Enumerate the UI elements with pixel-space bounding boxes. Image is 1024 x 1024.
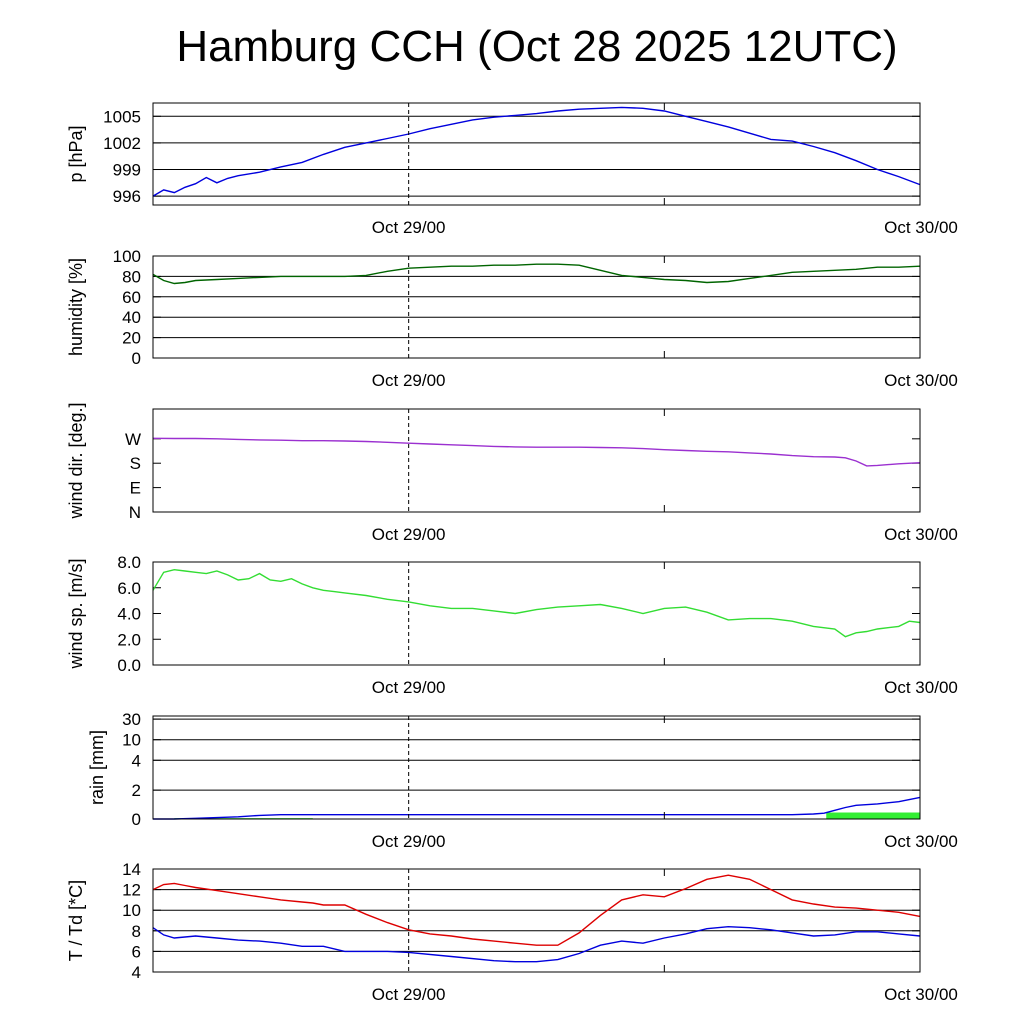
x-tick-label: Oct 29/00 [372,218,446,237]
series-line-0 [153,796,921,820]
series-line-0 [152,568,921,638]
y-tick-label: 20 [122,329,141,348]
x-tick-label: Oct 29/00 [372,371,446,390]
y-tick-label: 0 [132,349,141,368]
y-tick-label: 12 [122,881,141,900]
y-tick-label: 10 [122,731,141,750]
y-tick-label: 4.0 [117,605,141,624]
plot-frame [152,255,921,359]
y-tick-label: 8 [132,922,141,941]
x-tick-label: Oct 30/00 [884,371,958,390]
y-tick-label: 1002 [103,134,141,153]
series-line-0 [152,263,921,285]
page-title: Hamburg CCH (Oct 28 2025 12UTC) [176,22,898,71]
y-tick-label: W [125,430,141,449]
panel-rain: 0 2 410 30 rain [mm] Oct 29/00 Oct 30/00 [87,710,958,851]
y-axis-label: T / Td [*C] [66,880,86,961]
y-tick-label: 2 [132,781,141,800]
y-tick-label: 40 [122,308,141,327]
x-tick-label: Oct 30/00 [884,985,958,1004]
y-tick-label: 8.0 [117,553,141,572]
plot-frame [152,408,921,513]
plot-frame [152,102,921,206]
x-tick-label: Oct 30/00 [884,678,958,697]
y-tick-label: 0.0 [117,656,141,675]
plot-frame [152,561,921,666]
panel-wind_speed: 0.0 2.0 4.0 6.0 8.0 wind sp. [m/s] Oct 29/00 Oc… [66,553,958,697]
series-line-0 [152,437,921,467]
y-axis-label: wind sp. [m/s] [66,558,86,669]
y-tick-label: 10 [122,901,141,920]
series-line-0 [152,106,921,197]
y-tick-label: E [130,479,141,498]
y-axis-label: wind dir. [deg.] [66,402,86,519]
series-line-1 [152,925,921,963]
x-tick-label: Oct 30/00 [884,525,958,544]
y-axis-label: humidity [%] [66,258,86,356]
y-tick-label: 1005 [103,107,141,126]
series-line-0 [152,874,921,946]
rain-bar [826,812,920,819]
y-tick-label: 999 [113,161,141,180]
x-tick-label: Oct 30/00 [884,218,958,237]
panel-pressure: 996 999 1002 1005 p [hPa] Oct 29/00 Oct 30/00 [66,102,958,237]
y-axis-label: p [hPa] [66,125,86,182]
x-tick-label: Oct 29/00 [372,985,446,1004]
y-tick-label: S [130,454,141,473]
plot-frame [152,868,921,973]
y-tick-label: 2.0 [117,630,141,649]
y-tick-label: 80 [122,267,141,286]
y-tick-label: 0 [132,810,141,829]
x-tick-label: Oct 29/00 [372,678,446,697]
y-tick-label: 30 [122,710,141,729]
y-tick-label: 100 [113,247,141,266]
x-tick-label: Oct 29/00 [372,832,446,851]
y-tick-label: 4 [132,751,141,770]
x-tick-label: Oct 29/00 [372,525,446,544]
plot-frame [152,715,921,820]
y-axis-label: rain [mm] [87,730,107,805]
y-tick-label: 6.0 [117,579,141,598]
y-tick-label: 14 [122,860,141,879]
y-tick-label: 996 [113,187,141,206]
y-tick-label: 4 [132,963,141,982]
x-tick-label: Oct 30/00 [884,832,958,851]
y-tick-label: 60 [122,288,141,307]
y-tick-label: N [129,503,141,522]
y-tick-label: 6 [132,942,141,961]
